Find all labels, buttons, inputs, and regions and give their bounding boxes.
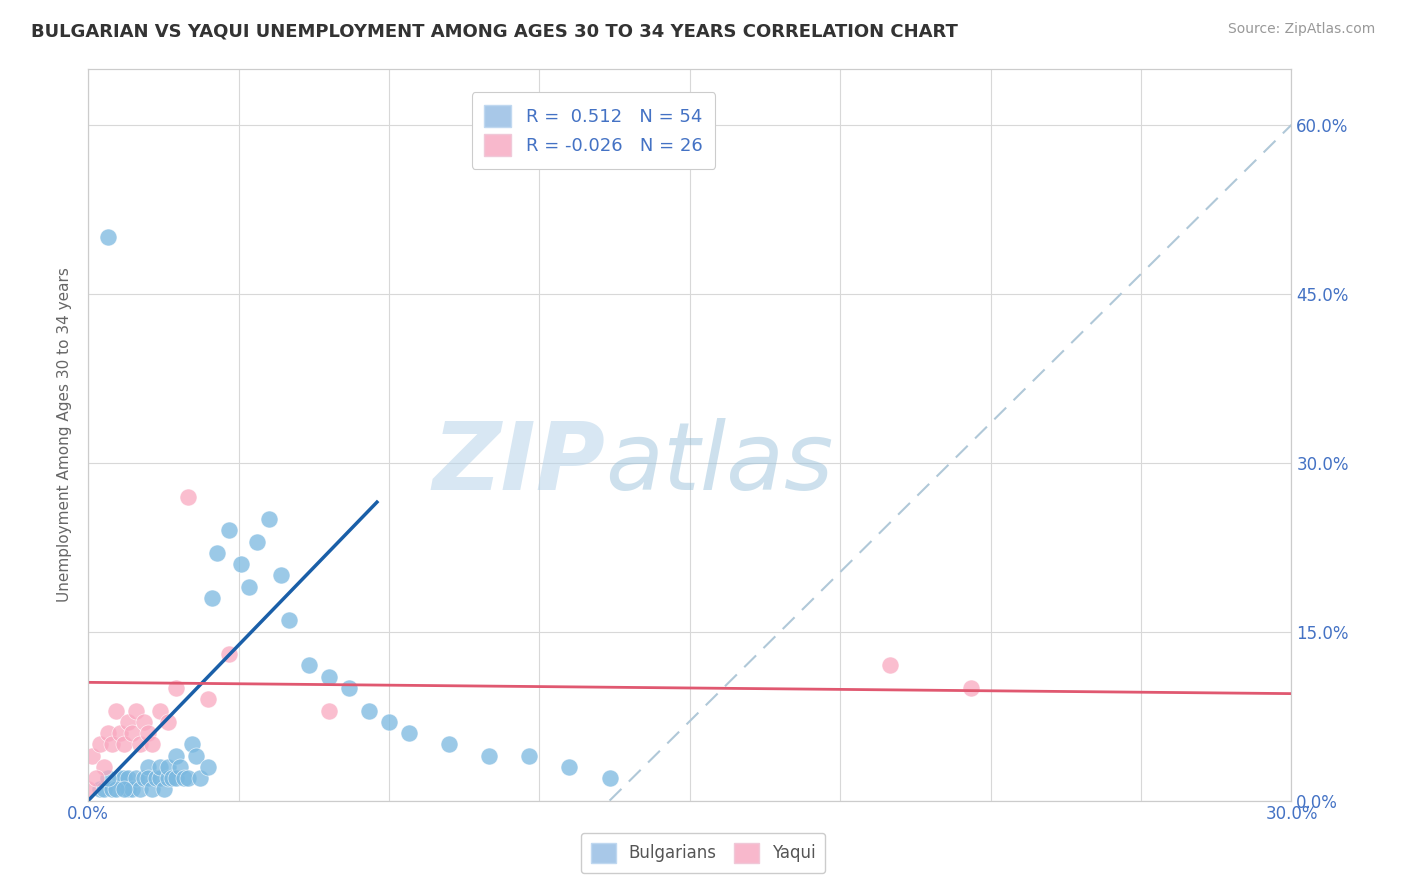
Point [125, 771, 148, 785]
Point [229, 557, 252, 571]
Point [169, 760, 191, 774]
Point [145, 771, 167, 785]
Legend: Bulgarians, Yaqui: Bulgarians, Yaqui [581, 832, 825, 873]
Point [298, 658, 321, 673]
Point [186, 748, 208, 763]
Point [318, 704, 340, 718]
Point [437, 737, 460, 751]
Point [129, 782, 152, 797]
Point [136, 760, 159, 774]
Point [238, 580, 260, 594]
Point [89, 737, 111, 751]
Point [125, 704, 148, 718]
Point [89, 782, 111, 797]
Point [599, 771, 621, 785]
Point [112, 737, 135, 751]
Point [129, 737, 152, 751]
Legend: R =  0.512   N = 54, R = -0.026   N = 26: R = 0.512 N = 54, R = -0.026 N = 26 [472, 92, 716, 169]
Point [112, 771, 135, 785]
Point [153, 782, 176, 797]
Y-axis label: Unemployment Among Ages 30 to 34 years: Unemployment Among Ages 30 to 34 years [58, 267, 72, 602]
Text: BULGARIAN VS YAQUI UNEMPLOYMENT AMONG AGES 30 TO 34 YEARS CORRELATION CHART: BULGARIAN VS YAQUI UNEMPLOYMENT AMONG AG… [31, 22, 957, 40]
Point [173, 771, 195, 785]
Point [141, 737, 163, 751]
Point [134, 714, 156, 729]
Point [177, 490, 200, 504]
Point [101, 737, 124, 751]
Point [101, 782, 124, 797]
Point [121, 782, 143, 797]
Point [337, 681, 360, 695]
Point [157, 771, 180, 785]
Point [82, 748, 104, 763]
Point [558, 760, 581, 774]
Text: ZIP: ZIP [433, 417, 606, 510]
Point [246, 534, 269, 549]
Point [357, 704, 380, 718]
Point [105, 704, 128, 718]
Point [110, 726, 132, 740]
Text: atlas: atlas [606, 418, 834, 509]
Point [959, 681, 981, 695]
Point [398, 726, 420, 740]
Point [270, 568, 292, 582]
Point [197, 760, 219, 774]
Point [257, 512, 280, 526]
Point [165, 771, 187, 785]
Point [97, 726, 120, 740]
Point [97, 230, 120, 244]
Point [93, 782, 115, 797]
Point [105, 782, 128, 797]
Point [134, 771, 156, 785]
Point [165, 748, 187, 763]
Point [77, 782, 100, 797]
Point [97, 771, 120, 785]
Point [478, 748, 501, 763]
Point [110, 771, 132, 785]
Point [162, 771, 184, 785]
Point [277, 614, 299, 628]
Point [218, 647, 240, 661]
Point [141, 782, 163, 797]
Point [149, 771, 172, 785]
Point [378, 714, 401, 729]
Point [519, 748, 541, 763]
Point [93, 760, 115, 774]
Point [157, 714, 180, 729]
Point [84, 771, 107, 785]
Point [879, 658, 901, 673]
Point [112, 782, 135, 797]
Point [190, 771, 212, 785]
Point [157, 760, 180, 774]
Text: Source: ZipAtlas.com: Source: ZipAtlas.com [1227, 22, 1375, 37]
Point [318, 670, 340, 684]
Point [197, 692, 219, 706]
Point [177, 771, 200, 785]
Point [165, 681, 187, 695]
Point [149, 760, 172, 774]
Point [117, 782, 139, 797]
Point [149, 704, 172, 718]
Point [201, 591, 224, 605]
Point [117, 714, 139, 729]
Point [121, 726, 143, 740]
Point [117, 771, 139, 785]
Point [181, 737, 204, 751]
Point [218, 524, 240, 538]
Point [136, 771, 159, 785]
Point [136, 726, 159, 740]
Point [205, 546, 228, 560]
